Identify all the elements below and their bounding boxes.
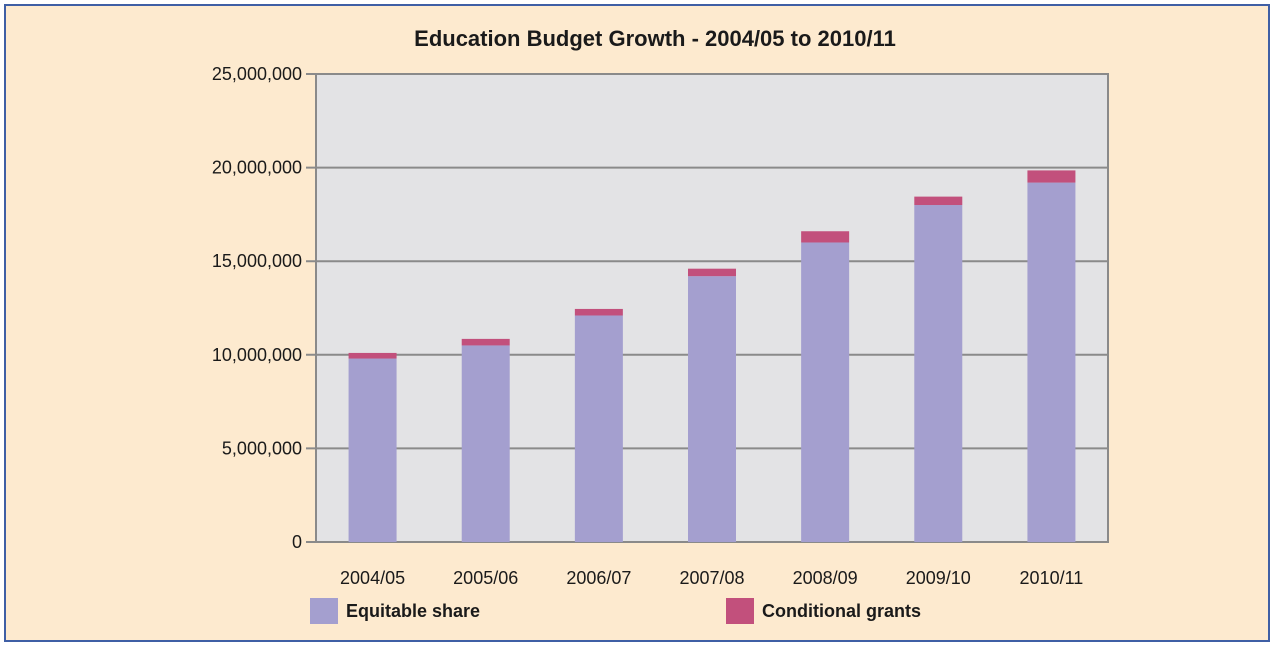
bar-equitable-share-2006-07 — [574, 315, 623, 542]
bar-conditional-grants-2007-08 — [688, 268, 736, 277]
legend-label-equitable-share: Equitable share — [346, 600, 481, 621]
x-tick-label: 2008/09 — [793, 568, 858, 588]
y-tick-label: 15,000,000 — [212, 251, 302, 271]
bars — [348, 170, 1076, 543]
y-tick-label: 10,000,000 — [212, 345, 302, 365]
bar-conditional-grants-2004-05 — [348, 352, 397, 359]
y-tick-label: 0 — [292, 532, 302, 552]
chart-title: Education Budget Growth - 2004/05 to 201… — [414, 26, 896, 51]
x-tick-label: 2009/10 — [906, 568, 971, 588]
y-tick-label: 5,000,000 — [222, 438, 302, 458]
legend: Equitable share Conditional grants — [0, 598, 1277, 628]
y-tick-label: 20,000,000 — [212, 158, 302, 178]
legend-item-conditional-grants: Conditional grants — [726, 598, 921, 624]
bar-equitable-share-2007-08 — [688, 276, 736, 542]
legend-swatch-equitable-share — [310, 598, 338, 624]
bar-equitable-share-2005-06 — [461, 345, 510, 542]
x-tick-label: 2007/08 — [679, 568, 744, 588]
x-tick-label: 2010/11 — [1020, 568, 1084, 588]
bar-conditional-grants-2008-09 — [801, 231, 850, 243]
bar-conditional-grants-2005-06 — [461, 338, 510, 346]
x-tick-label: 2004/05 — [340, 568, 405, 588]
bar-equitable-share-2004-05 — [348, 358, 397, 542]
x-tick-label: 2005/06 — [453, 568, 518, 588]
bar-equitable-share-2010-11 — [1027, 182, 1076, 543]
legend-label-conditional-grants: Conditional grants — [762, 600, 921, 621]
y-axis-ticks: 0 5,000,000 10,000,000 15,000,000 20,000,000… — [212, 64, 302, 552]
bar-conditional-grants-2006-07 — [574, 308, 623, 316]
bar-equitable-share-2009-10 — [914, 205, 963, 543]
x-tick-label: 2006/07 — [566, 568, 631, 588]
x-axis-ticks: 2004/05 2005/06 2006/07 2007/08 2008/09 2009/… — [340, 568, 1083, 588]
y-tick-label: 25,000,000 — [212, 64, 302, 84]
bar-conditional-grants-2009-10 — [914, 196, 963, 206]
bar-conditional-grants-2010-11 — [1027, 170, 1076, 183]
legend-item-equitable-share: Equitable share — [310, 598, 480, 624]
legend-swatch-conditional-grants — [726, 598, 754, 624]
bar-equitable-share-2008-09 — [801, 242, 850, 543]
